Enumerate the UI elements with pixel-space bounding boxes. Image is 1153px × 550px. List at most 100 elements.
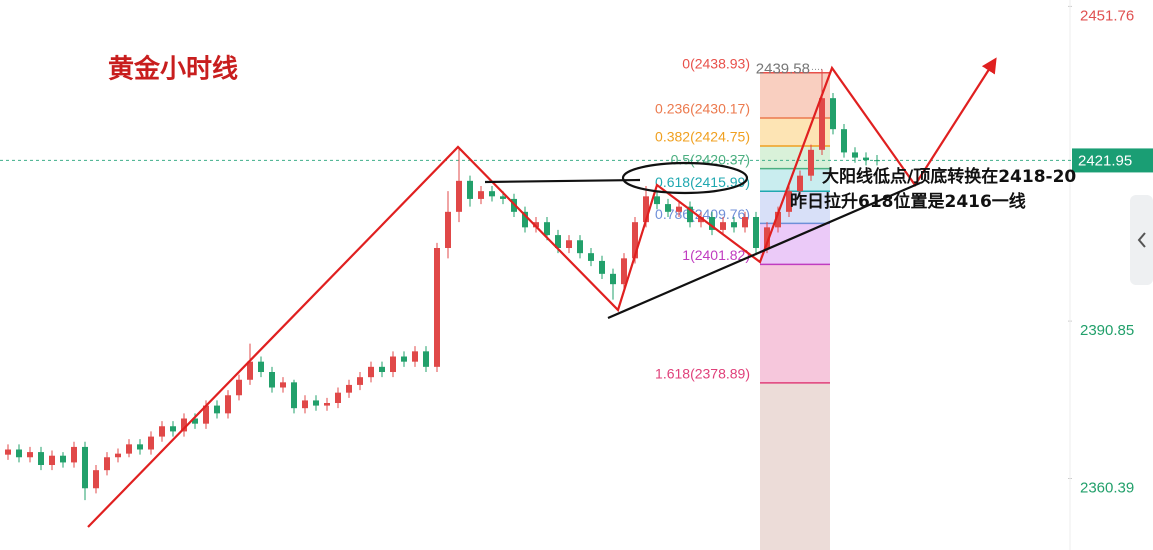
candle-body [709,217,715,230]
candle-body [489,191,495,197]
candle-body [412,351,418,362]
candle-body [643,196,649,223]
candle-body [797,175,803,192]
candle-body [115,453,121,458]
candle-body [665,204,671,212]
candle-body [698,217,704,223]
candle-body [269,372,275,388]
candle-body [445,211,451,249]
candle-body [676,206,682,212]
annotation: 昨日拉升618位置是2416一线 [790,191,1026,212]
candle-body [236,379,242,396]
fib-band [760,191,830,224]
trend-zigzag [87,57,997,528]
candle-body [555,235,561,249]
candle-body [357,377,363,385]
chart-title: 黄金小时线 [108,54,238,85]
fib-band [760,117,830,146]
current-price-label: 2421.95 [1078,152,1132,169]
candle-body [841,129,847,153]
candle-body [687,206,693,223]
candle-body [863,157,869,161]
candle-body [632,222,638,259]
support-line [607,181,921,320]
candle-body [610,273,616,285]
candle-body [335,392,341,404]
drawings [87,57,997,528]
candle-body [368,366,374,378]
candle-body [49,455,55,466]
fib-label: 1(2401.82) [682,247,750,263]
candle-body [93,470,99,489]
candle-body [478,191,484,199]
candle-body [566,240,572,249]
fibonacci-retracement: 0(2438.93) 0.236(2430.17) 0.382(2424.75) 0.… [655,55,830,550]
fib-band [760,72,830,118]
fib-label: 1.618(2378.89) [655,366,750,382]
candle-body [621,258,627,285]
candle-body [148,436,154,450]
candle-body [346,384,352,393]
current-price-badge [1072,148,1153,173]
candle-body [60,455,66,463]
annotation: 大阳线低点/顶底转换在2418-20 [822,166,1076,187]
candle-body [181,418,187,432]
candle-body [280,382,286,388]
candle-body [874,160,880,162]
candle-body [500,196,506,199]
fib-band [760,168,830,192]
candle-body [214,405,220,414]
candle-body [731,222,737,228]
candle-body [71,446,77,463]
candle-body [434,248,440,367]
candle-body [753,217,759,249]
candle-body [170,426,176,432]
candle-body [467,180,473,199]
fib-band [760,264,830,383]
candle-body [203,405,209,424]
fib-band [760,223,830,265]
candle-body [379,366,385,373]
candle-body [291,382,297,409]
candle-body [654,196,660,205]
candle-body [401,356,407,362]
candle-body [423,351,429,367]
candle-body [852,152,858,158]
candle-body [258,361,264,373]
candle-body [324,403,330,406]
candle-body [38,452,44,466]
fib-label: 0.618(2415.99) [655,174,750,190]
candle-body [126,444,132,454]
candle-body [159,426,165,437]
candle-body [456,180,462,212]
candle-body [5,449,11,455]
candle-body [830,98,836,130]
candle-body [137,444,143,450]
candle-body [16,449,22,458]
high-label: 2439.58 [756,60,810,77]
highlight-ellipse [621,161,749,195]
collapse-tab[interactable] [1130,195,1153,285]
y-tick-label: 2390.85 [1080,322,1134,339]
candle-body [313,400,319,406]
candle-body [390,356,396,373]
candle-body [247,361,253,380]
fib-band [760,382,830,550]
candle-body [786,191,792,212]
fib-label: 0.236(2430.17) [655,101,750,117]
candle-body [192,418,198,424]
fib-label: 0(2438.93) [682,55,750,71]
candle-body [302,400,308,409]
candle-body [808,149,814,176]
candle-body [27,452,33,458]
candle-body [720,222,726,230]
fib-label: 0.382(2424.75) [655,129,750,145]
candle-body [819,98,825,150]
y-tick-label: 2451.76 [1080,7,1134,24]
candle-body [742,217,748,228]
candle-body [225,395,231,414]
candle-body [599,260,605,274]
